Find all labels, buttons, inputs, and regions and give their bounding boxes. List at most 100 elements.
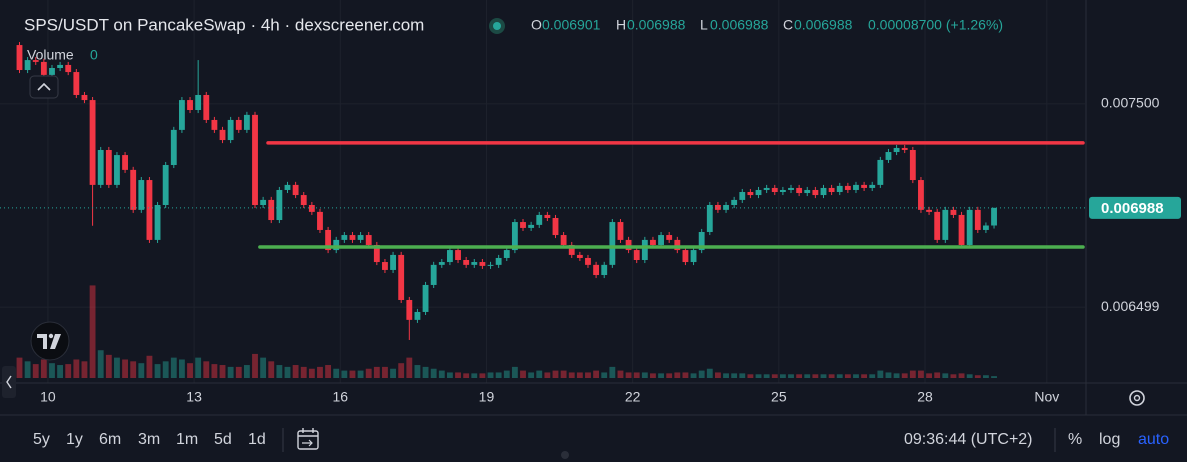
candle-body xyxy=(609,222,616,265)
candle-body xyxy=(162,165,169,205)
candle-body xyxy=(406,299,413,320)
candle-body xyxy=(950,209,957,215)
candle-body xyxy=(219,129,226,141)
volume-bar xyxy=(235,366,242,378)
candle-body xyxy=(97,149,104,185)
volume-bar xyxy=(178,359,185,378)
candle-body xyxy=(633,250,640,261)
x-tick-label: 25 xyxy=(771,389,787,405)
date-range-button[interactable] xyxy=(297,428,319,450)
settings-button[interactable] xyxy=(1129,390,1145,406)
candle-body xyxy=(779,189,786,193)
candle-body xyxy=(706,204,713,232)
volume-bar xyxy=(170,357,177,378)
range-button[interactable]: 5d xyxy=(214,431,232,448)
volume-bar xyxy=(455,372,461,378)
candle-body xyxy=(178,100,185,130)
x-tick-label: Nov xyxy=(1034,389,1059,405)
candle-body xyxy=(585,257,591,265)
collapse-button[interactable] xyxy=(29,75,59,99)
volume-bar xyxy=(714,372,721,378)
candle-body xyxy=(536,214,543,225)
candle-body xyxy=(365,235,372,245)
volume-bar xyxy=(682,372,689,378)
volume-bar xyxy=(869,374,876,378)
candle-body xyxy=(495,257,502,265)
range-button[interactable]: 3m xyxy=(138,431,160,448)
volume-bar xyxy=(788,374,794,378)
volume-bar xyxy=(65,364,72,378)
volume-bar xyxy=(942,373,949,378)
volume-bar xyxy=(609,366,616,378)
candle-body xyxy=(853,184,859,190)
candle-body xyxy=(788,187,794,190)
candle-body xyxy=(966,209,973,245)
candle-body xyxy=(398,254,405,300)
volume-bar xyxy=(495,372,502,378)
x-tick-label: 10 xyxy=(40,389,56,405)
scroll-handle[interactable] xyxy=(561,451,569,459)
volume-bar xyxy=(926,373,932,378)
range-button[interactable]: 1y xyxy=(66,431,83,448)
candle-body xyxy=(926,209,932,212)
candle-body xyxy=(446,250,453,263)
volume-bar xyxy=(844,374,851,378)
candle-body xyxy=(682,250,689,263)
legend-value: 0.006988 xyxy=(627,17,686,33)
volume-bar xyxy=(625,372,632,378)
volume-bar xyxy=(57,365,64,378)
candle-body xyxy=(373,244,380,263)
scroll-left-button[interactable] xyxy=(2,366,16,398)
candle-body xyxy=(731,199,738,205)
volume-bar xyxy=(771,374,778,378)
volume-bar xyxy=(511,366,518,378)
percent-button[interactable]: % xyxy=(1068,431,1082,448)
volume-bar xyxy=(934,372,941,378)
volume-bar xyxy=(16,357,23,378)
volume-bar xyxy=(97,350,104,378)
volume-bar xyxy=(877,370,884,378)
candle-body xyxy=(438,262,445,265)
candle-body xyxy=(243,114,250,130)
volume-bar xyxy=(438,370,445,378)
auto-button[interactable]: auto xyxy=(1138,431,1169,448)
candle-body xyxy=(89,100,96,185)
range-button[interactable]: 1d xyxy=(248,431,266,448)
volume-bar xyxy=(40,359,47,378)
range-buttons: 5y 1y 6m 3m 1m 5d 1d xyxy=(33,431,266,448)
range-button[interactable]: 6m xyxy=(99,431,121,448)
volume-bar xyxy=(487,372,494,378)
volume-label: Volume xyxy=(27,47,74,63)
candle-body xyxy=(235,119,242,130)
candle-body xyxy=(65,64,72,73)
chart-title: SPS/USDT on PancakeSwap · 4h · dexscreen… xyxy=(24,15,424,34)
range-button[interactable]: 5y xyxy=(33,431,50,448)
candle-body xyxy=(308,204,315,212)
candle-body xyxy=(820,187,827,196)
candle-body xyxy=(503,250,510,258)
volume-bar xyxy=(357,370,364,378)
range-button[interactable]: 1m xyxy=(176,431,198,448)
volume-bar xyxy=(471,373,478,378)
candle-body xyxy=(771,187,778,193)
candle-body xyxy=(511,222,518,251)
volume-bar xyxy=(268,361,275,378)
candle-body xyxy=(796,187,803,194)
volume-bar xyxy=(901,373,908,378)
volume-bar xyxy=(138,363,145,378)
candle-body xyxy=(146,180,153,240)
volume-bar xyxy=(325,365,332,378)
log-button[interactable]: log xyxy=(1099,431,1120,448)
volume-bar xyxy=(365,368,372,378)
volume-bar xyxy=(32,364,39,378)
legend-value: 0.006901 xyxy=(542,17,601,33)
volume-bar xyxy=(560,370,567,378)
candle-body xyxy=(714,204,721,210)
volume-bar xyxy=(918,370,924,378)
candle-body xyxy=(390,254,396,270)
legend-value: 0.006988 xyxy=(710,17,769,33)
volume-bar xyxy=(909,370,916,378)
tradingview-logo[interactable] xyxy=(30,321,70,361)
volume-bar xyxy=(731,373,738,378)
volume-bar xyxy=(966,374,973,378)
